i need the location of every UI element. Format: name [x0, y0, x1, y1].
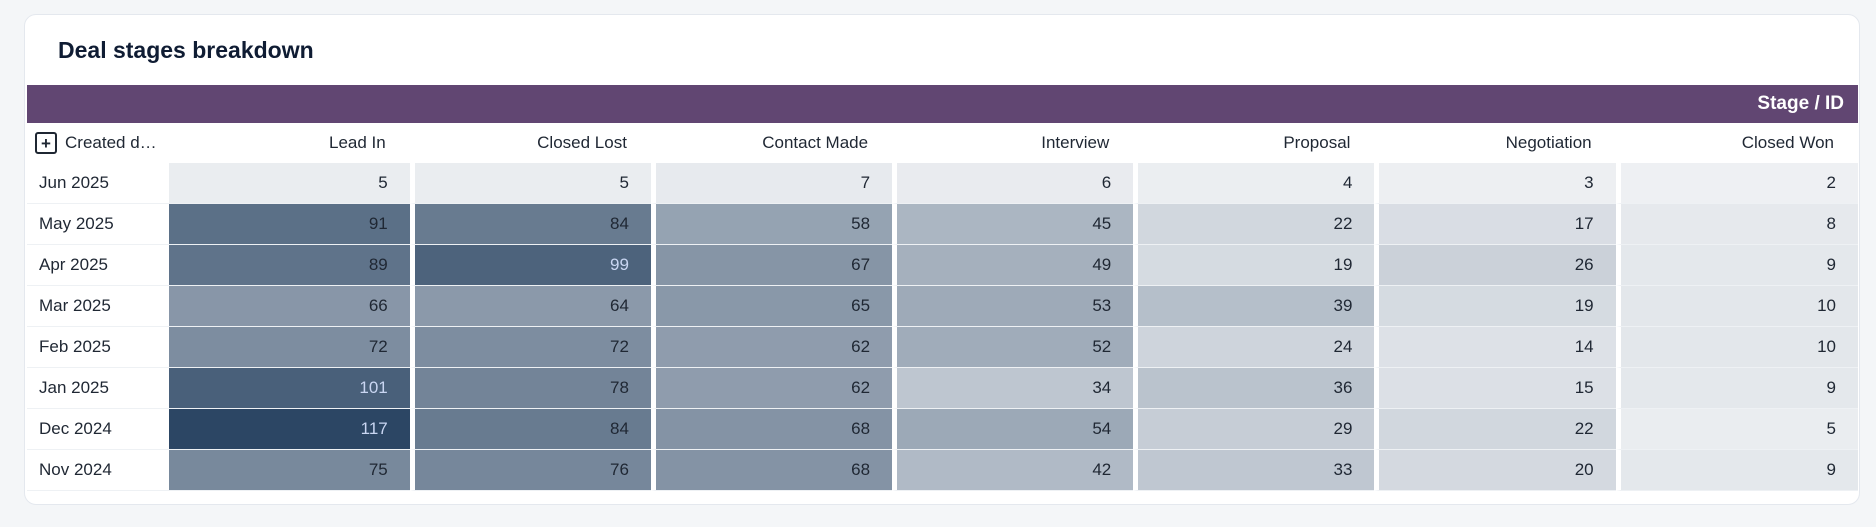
row-label: Dec 2024 [27, 409, 169, 450]
heatmap-cell: 99 [409, 245, 651, 286]
heatmap-cell: 10 [1615, 286, 1858, 327]
deal-stages-card: Deal stages breakdown Stage / ID + Creat… [24, 14, 1860, 505]
table-row: Mar 2025 66 64 65 53 39 19 10 [27, 286, 1858, 327]
heatmap-cell: 84 [409, 204, 651, 245]
heatmap-cell: 49 [892, 245, 1134, 286]
heatmap-cell: 58 [650, 204, 893, 245]
heatmap-cell: 9 [1615, 450, 1858, 491]
heatmap-cell: 65 [650, 286, 893, 327]
heatmap-cell: 7 [650, 163, 893, 204]
heatmap-cell: 14 [1374, 327, 1616, 368]
column-header[interactable]: Closed Lost [409, 123, 651, 163]
table-body: Jun 2025 5 5 7 6 4 3 2 May 2025 91 84 58 45 22 17 8 Apr … [27, 163, 1858, 491]
heatmap-cell: 26 [1374, 245, 1616, 286]
heatmap-cell: 54 [892, 409, 1134, 450]
column-header[interactable]: Closed Won [1615, 123, 1858, 163]
heatmap-cell: 68 [650, 409, 893, 450]
heatmap-cell: 5 [168, 163, 410, 204]
heatmap-cell: 8 [1615, 204, 1858, 245]
stage-id-header-band: Stage / ID [27, 85, 1858, 123]
heatmap-cell: 66 [168, 286, 410, 327]
heatmap-cell: 6 [892, 163, 1134, 204]
heatmap-cell: 42 [892, 450, 1134, 491]
heatmap-cell: 19 [1374, 286, 1616, 327]
heatmap-cell: 2 [1615, 163, 1858, 204]
table-row: Feb 2025 72 72 62 52 24 14 10 [27, 327, 1858, 368]
table-row: May 2025 91 84 58 45 22 17 8 [27, 204, 1858, 245]
heatmap-cell: 39 [1133, 286, 1375, 327]
heatmap-cell: 22 [1133, 204, 1375, 245]
heatmap-cell: 53 [892, 286, 1134, 327]
heatmap-cell: 9 [1615, 245, 1858, 286]
row-label: Mar 2025 [27, 286, 169, 327]
heatmap-cell: 10 [1615, 327, 1858, 368]
heatmap-cell: 9 [1615, 368, 1858, 409]
heatmap-cell: 15 [1374, 368, 1616, 409]
plus-square-icon[interactable]: + [35, 132, 57, 154]
table-row: Jan 2025 101 78 62 34 36 15 9 [27, 368, 1858, 409]
row-header-label: Created dat… [65, 133, 165, 152]
heatmap-cell: 84 [409, 409, 651, 450]
column-header[interactable]: Negotiation [1374, 123, 1616, 163]
heatmap-cell: 17 [1374, 204, 1616, 245]
column-header[interactable]: Contact Made [650, 123, 893, 163]
heatmap-cell: 34 [892, 368, 1134, 409]
heatmap-cell: 89 [168, 245, 410, 286]
heatmap-cell: 72 [409, 327, 651, 368]
heatmap-cell: 33 [1133, 450, 1375, 491]
column-header-row: + Created dat… Lead In Closed Lost Contact… [27, 123, 1858, 163]
heatmap-cell: 62 [650, 368, 893, 409]
stage-id-label: Stage / ID [1757, 93, 1844, 114]
heatmap-cell: 3 [1374, 163, 1616, 204]
heatmap-cell: 101 [168, 368, 410, 409]
column-header[interactable]: Lead In [168, 123, 410, 163]
pivot-table: + Created dat… Lead In Closed Lost Contact… [27, 123, 1858, 491]
row-label: Jun 2025 [27, 163, 169, 204]
heatmap-cell: 36 [1133, 368, 1375, 409]
row-header-created-date[interactable]: + Created dat… [27, 123, 169, 163]
heatmap-cell: 5 [409, 163, 651, 204]
heatmap-cell: 75 [168, 450, 410, 491]
heatmap-cell: 20 [1374, 450, 1616, 491]
table-row: Nov 2024 75 76 68 42 33 20 9 [27, 450, 1858, 491]
row-label: Jan 2025 [27, 368, 169, 409]
card-title: Deal stages breakdown [58, 37, 314, 63]
table-row: Apr 2025 89 99 67 49 19 26 9 [27, 245, 1858, 286]
heatmap-cell: 19 [1133, 245, 1375, 286]
heatmap-cell: 52 [892, 327, 1134, 368]
heatmap-cell: 4 [1133, 163, 1375, 204]
row-label: Apr 2025 [27, 245, 169, 286]
heatmap-cell: 24 [1133, 327, 1375, 368]
heatmap-cell: 45 [892, 204, 1134, 245]
column-header[interactable]: Interview [892, 123, 1134, 163]
heatmap-cell: 91 [168, 204, 410, 245]
heatmap-cell: 72 [168, 327, 410, 368]
row-label: May 2025 [27, 204, 169, 245]
heatmap-cell: 68 [650, 450, 893, 491]
heatmap-cell: 76 [409, 450, 651, 491]
heatmap-cell: 64 [409, 286, 651, 327]
row-label: Nov 2024 [27, 450, 169, 491]
column-header[interactable]: Proposal [1133, 123, 1375, 163]
heatmap-cell: 78 [409, 368, 651, 409]
table-row: Jun 2025 5 5 7 6 4 3 2 [27, 163, 1858, 204]
heatmap-cell: 62 [650, 327, 893, 368]
heatmap-cell: 5 [1615, 409, 1858, 450]
heatmap-cell: 22 [1374, 409, 1616, 450]
heatmap-cell: 67 [650, 245, 893, 286]
heatmap-cell: 29 [1133, 409, 1375, 450]
row-label: Feb 2025 [27, 327, 169, 368]
heatmap-cell: 117 [168, 409, 410, 450]
table-row: Dec 2024 117 84 68 54 29 22 5 [27, 409, 1858, 450]
